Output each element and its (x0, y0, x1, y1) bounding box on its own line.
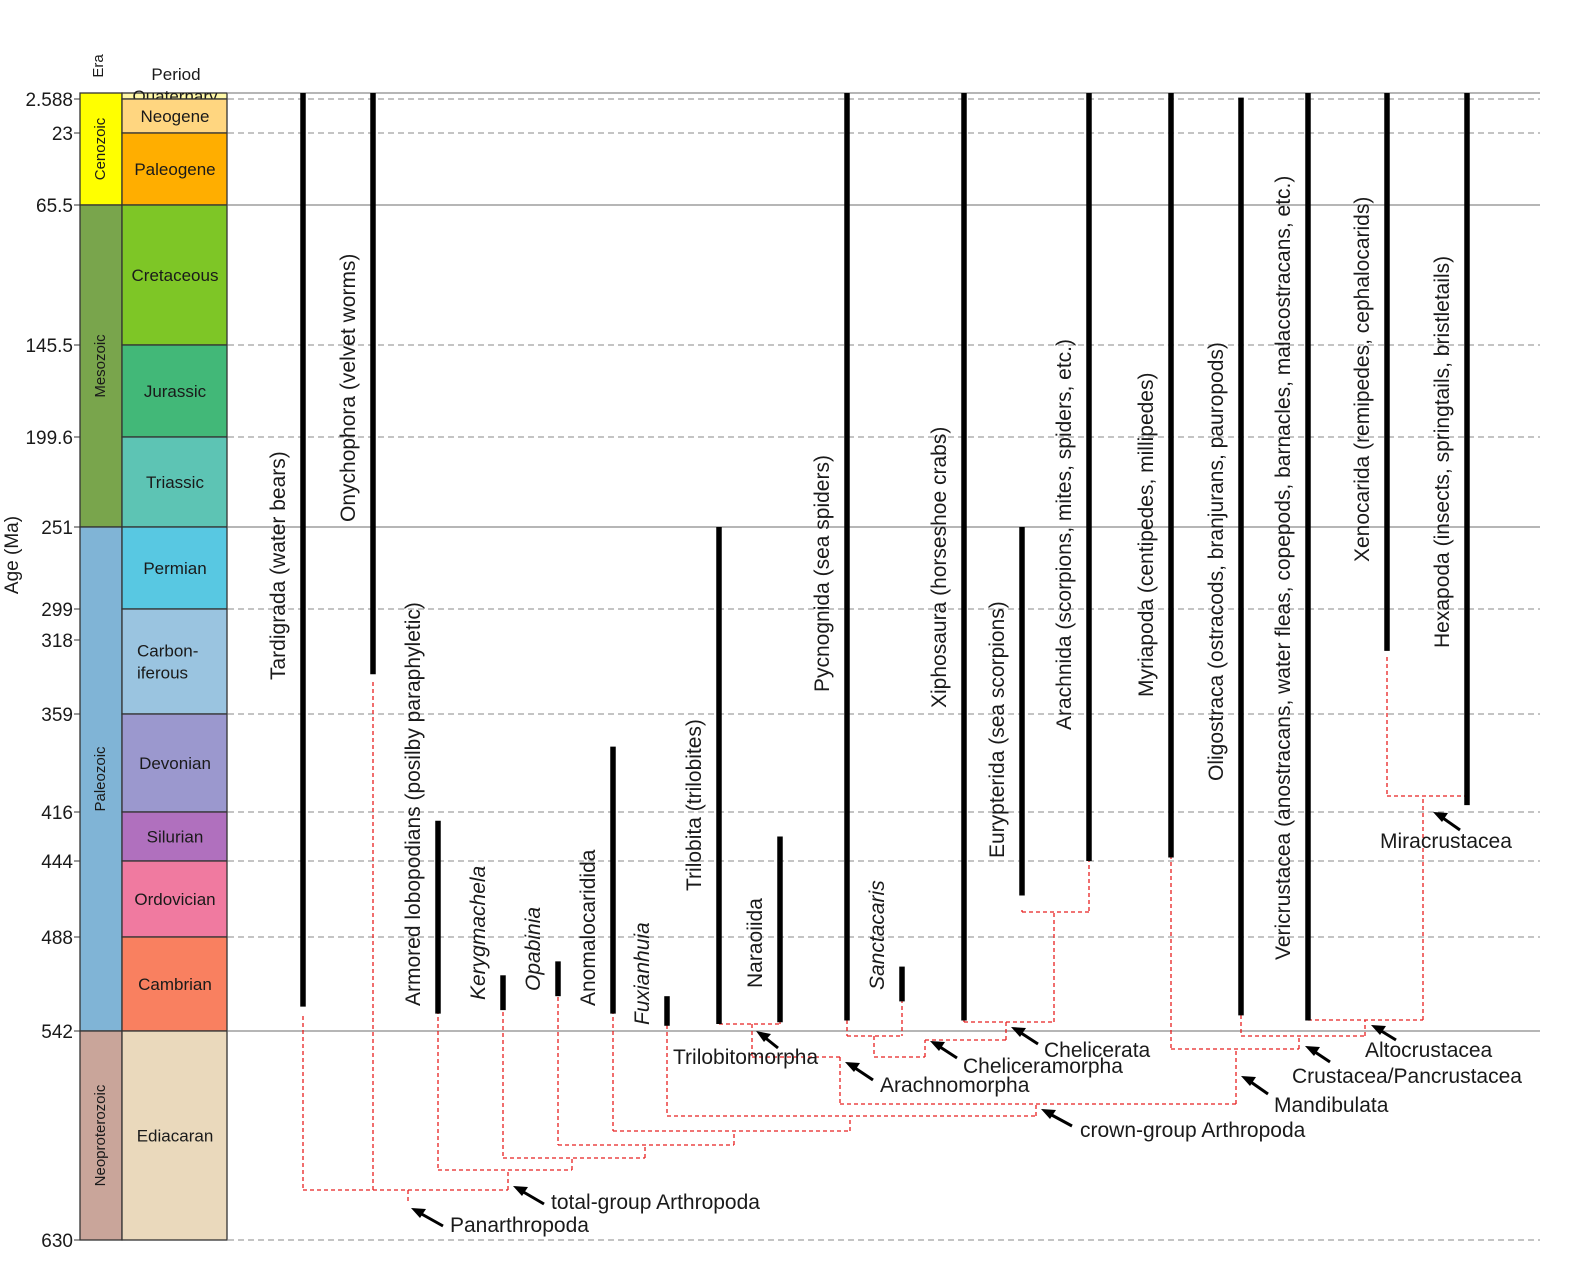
period-block (121, 1030, 228, 1241)
era-label: Paleozoic (92, 746, 109, 812)
period-label: Jurassic (144, 382, 207, 401)
age-tick-label: 2.588 (25, 90, 73, 111)
taxon-label: Anomalocaridida (577, 849, 600, 1006)
period-block (121, 204, 228, 346)
era-label: Neoproterozoic (92, 1084, 109, 1186)
age-tick-label: 630 (41, 1231, 73, 1252)
period-label: iferous (137, 664, 188, 683)
period-label: Neogene (140, 107, 209, 126)
period-label: Carbon- (137, 642, 198, 661)
period-block (121, 436, 228, 528)
node-mandibulata: Mandibulata (1241, 1076, 1389, 1117)
period-block (121, 344, 228, 438)
node-label-chelicerata: Chelicerata (1044, 1039, 1151, 1062)
era-label: Mesozoic (92, 334, 109, 398)
taxon-label: Pycnognida (sea spiders) (811, 455, 834, 692)
geologic-boundary-lines (228, 92, 1540, 1241)
period-label: Permian (143, 559, 206, 578)
node-label-mandibulata: Mandibulata (1274, 1094, 1389, 1117)
taxon-label: Tardigrada (water bears) (267, 451, 290, 680)
node-panarthropoda: Panarthropoda (411, 1208, 589, 1237)
node-label-arachnomorpha: Arachnomorpha (880, 1074, 1030, 1097)
period-block (121, 860, 228, 938)
node-label-miracrustacea: Miracrustacea (1380, 830, 1512, 853)
period-column-header: Period (151, 65, 200, 84)
node-label-altocrustacea: Altocrustacea (1365, 1039, 1493, 1062)
taxon-label: Eurypterida (sea scorpions) (986, 601, 1009, 858)
era-column-header: Era (90, 54, 107, 78)
age-tick-label: 488 (41, 928, 73, 949)
period-block (121, 811, 228, 862)
node-arachnomorpha: Arachnomorpha (845, 1062, 1030, 1097)
taxon-label: Oligostraca (ostracods, branjurans, paur… (1205, 342, 1228, 781)
taxon-label: Myriapoda (centipedes, millipedes) (1135, 373, 1158, 698)
taxon-label: Kerygmachela (467, 866, 490, 1000)
period-label: Cambrian (138, 975, 212, 994)
node-altocrustacea: Altocrustacea (1365, 1025, 1493, 1062)
age-tick-label: 318 (41, 631, 73, 652)
node-label-trilobitomorpha: Trilobitomorpha (673, 1046, 818, 1069)
node-label-crustacea-pancrustacea: Crustacea/Pancrustacea (1292, 1065, 1522, 1088)
period-label: Ordovician (134, 890, 215, 909)
taxon-label: Onychophora (velvet worms) (337, 254, 360, 522)
age-tick-label: 444 (41, 852, 73, 873)
node-label-crown-group-arthropoda: crown-group Arthropoda (1080, 1119, 1306, 1142)
taxon-label: Xenocarida (remipedes, cephalocarids) (1351, 197, 1374, 562)
era-block (79, 92, 123, 206)
age-tick-label: 416 (41, 803, 73, 824)
node-label-cheliceramorpha: Cheliceramorpha (963, 1055, 1123, 1078)
node-crown-group-arthropoda: crown-group Arthropoda (1041, 1109, 1306, 1142)
age-tick-label: 199.6 (25, 428, 73, 449)
period-block (121, 713, 228, 813)
taxon-label: Opabinia (522, 907, 545, 991)
node-trilobitomorpha: Trilobitomorpha (673, 1031, 818, 1069)
taxon-label: Fuxianhuia (631, 922, 654, 1025)
taxon-label: Armored lobopodians (posilby paraphyleti… (402, 602, 425, 1006)
period-block (121, 98, 228, 134)
node-miracrustacea: Miracrustacea (1380, 812, 1512, 853)
node-label-total-group-arthropoda: total-group Arthropoda (551, 1191, 760, 1214)
age-axis-ticks: 2.588 23 65.5 145.5 199.6 251 299 318 359 416 444 4… (25, 90, 80, 1252)
period-label: Silurian (147, 828, 204, 847)
age-tick-label: 23 (52, 124, 73, 145)
era-block (79, 1030, 123, 1241)
node-total-group-arthropoda: total-group Arthropoda (513, 1186, 760, 1214)
age-tick-label: 65.5 (36, 196, 73, 217)
age-tick-label: 251 (41, 518, 73, 539)
clade-node-labels: total-group Arthropoda Panarthropoda cro… (411, 812, 1522, 1237)
node-cheliceramorpha: Cheliceramorpha (930, 1041, 1123, 1078)
taxon-labels: Tardigrada (water bears) Onychophora (vel… (267, 176, 1454, 1025)
age-tick-label: 299 (41, 600, 73, 621)
node-crustacea-pancrustacea: Crustacea/Pancrustacea (1292, 1046, 1522, 1088)
taxon-label: Hexapoda (insects, springtails, bristlet… (1431, 256, 1454, 648)
period-label: Cretaceous (132, 266, 219, 285)
geologic-timescale-columns: CenozoicMesozoicPaleozoicNeoproterozoicQ… (79, 87, 228, 1241)
period-label: Devonian (139, 754, 211, 773)
period-block (121, 526, 228, 610)
taxon-label: Vericrustacea (anostracans, water fleas,… (1272, 176, 1295, 960)
period-label: Paleogene (134, 160, 215, 179)
taxon-label: Trilobita (trilobites) (683, 719, 706, 891)
taxon-label: Xiphosaura (horseshoe crabs) (928, 427, 951, 708)
period-block (121, 936, 228, 1032)
age-tick-label: 145.5 (25, 336, 73, 357)
node-label-panarthropoda: Panarthropoda (450, 1214, 589, 1237)
era-block (79, 204, 123, 528)
period-label: Ediacaran (137, 1127, 214, 1146)
taxon-label: Naraoiida (744, 898, 767, 988)
phylogenetic-tree-branches (302, 657, 1468, 1204)
taxon-label: Sanctacaris (866, 880, 889, 990)
taxon-range-bars (300, 93, 1470, 1026)
age-tick-label: 359 (41, 705, 73, 726)
age-tick-label: 542 (41, 1022, 73, 1043)
period-block (121, 608, 228, 715)
taxon-label: Arachnida (scorpions, mites, spiders, et… (1053, 339, 1076, 730)
era-label: Cenozoic (92, 117, 109, 180)
y-axis-label: Age (Ma) (2, 516, 23, 594)
period-label: Triassic (146, 473, 204, 492)
node-chelicerata: Chelicerata (1011, 1027, 1151, 1062)
